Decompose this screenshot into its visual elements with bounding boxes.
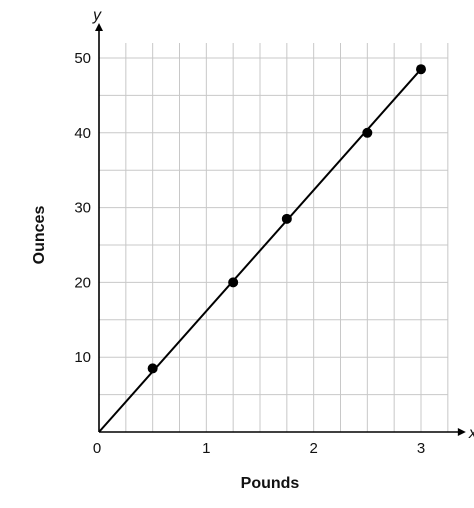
x-tick-label: 2 xyxy=(309,440,317,457)
y-axis-title: Ounces xyxy=(31,206,48,265)
x-axis-title: Pounds xyxy=(241,475,300,492)
x-tick-label: 1 xyxy=(202,440,210,457)
data-point xyxy=(416,64,426,75)
x-axis-arrow xyxy=(457,428,466,436)
data-point xyxy=(228,277,239,288)
data-point xyxy=(147,363,158,374)
y-tick-label: 40 xyxy=(74,125,91,142)
grid xyxy=(99,43,449,432)
y-tick-label: 50 xyxy=(74,50,91,67)
x-axis-letter: x xyxy=(468,425,474,442)
y-axis-letter: y xyxy=(92,7,102,24)
x-tick-label: 3 xyxy=(417,440,425,457)
y-tick-label: 10 xyxy=(74,349,91,366)
data-point xyxy=(281,213,292,224)
origin-label: 0 xyxy=(93,440,101,457)
y-axis-arrow xyxy=(95,23,103,32)
axes xyxy=(95,23,466,436)
data-point xyxy=(362,127,373,138)
tick-labels: 1 2 3 10 20 30 40 50 xyxy=(74,50,425,457)
data-points xyxy=(147,64,426,374)
y-tick-label: 30 xyxy=(74,200,91,217)
y-tick-label: 20 xyxy=(74,274,91,291)
